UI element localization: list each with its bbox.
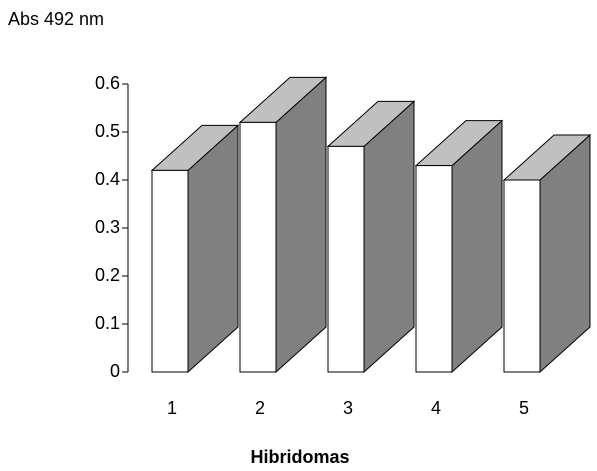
bar [503, 179, 541, 373]
bar [151, 169, 189, 373]
x-tick-label: 1 [167, 398, 177, 418]
y-tick-label: 0.6 [95, 73, 120, 93]
y-tick-label: 0.1 [95, 313, 120, 333]
bar-side [275, 76, 327, 374]
bar-side [363, 100, 415, 374]
x-tick-label: 4 [431, 398, 441, 418]
bar [327, 145, 365, 373]
y-tick-label: 0.5 [95, 121, 120, 141]
x-tick-label: 2 [255, 398, 265, 418]
y-tick-label: 0.3 [95, 217, 120, 237]
x-axis-label: Hibridomas [250, 447, 349, 467]
y-tick-label: 0 [110, 361, 120, 381]
bar [415, 165, 453, 373]
x-tick-label: 5 [519, 398, 529, 418]
x-tick-label: 3 [343, 398, 353, 418]
bar [239, 121, 277, 373]
y-tick-label: 0.2 [95, 265, 120, 285]
y-axis-label: Abs 492 nm [8, 9, 104, 29]
y-tick-label: 0.4 [95, 169, 120, 189]
